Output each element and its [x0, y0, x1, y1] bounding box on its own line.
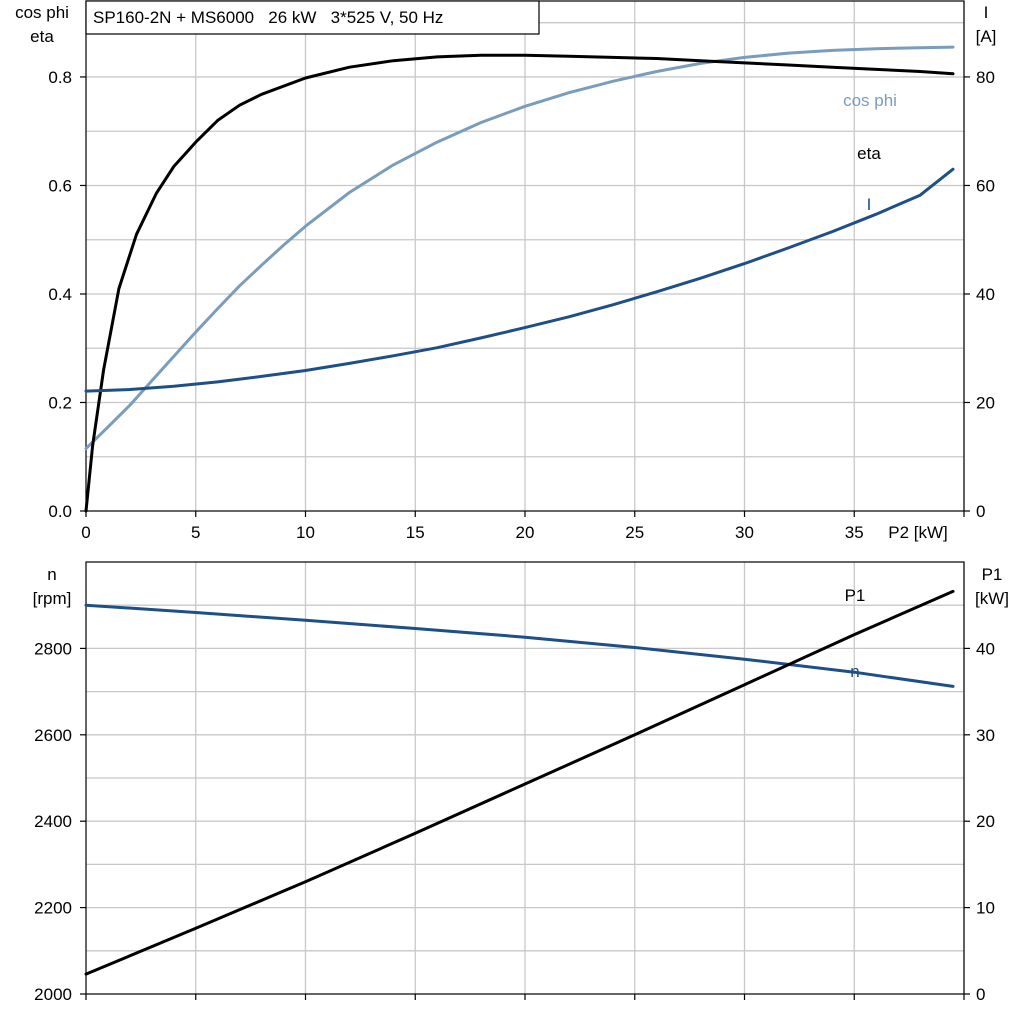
top-left-axis-title-line2: eta [30, 27, 54, 46]
bottom-curves [84, 589, 955, 976]
x-tick-label: 10 [296, 523, 315, 542]
top-left-tick-label: 0.4 [48, 285, 72, 304]
bottom-gridlines [86, 562, 965, 994]
bottom-left-axis-title-line1: n [47, 565, 56, 584]
bottom-right-tick-label: 40 [976, 639, 995, 658]
eta-curve [84, 53, 955, 513]
bottom-right-tick-label: 20 [976, 812, 995, 831]
x-tick-label: 35 [845, 523, 864, 542]
bottom-right-axis-title-line2: [kW] [975, 589, 1009, 608]
cosphi-curve [84, 45, 955, 451]
chart-title: SP160-2N + MS6000 26 kW 3*525 V, 50 Hz [93, 8, 443, 27]
series-label-cosphi: cos phi [843, 91, 897, 110]
top-gridlines [86, 1, 965, 511]
bottom-left-tick-label: 2200 [34, 899, 72, 918]
top-ticks: 0.0 0.2 0.4 0.6 0.8 0 20 40 60 80 0 5 10 15 20 25 30 35 [48, 68, 995, 542]
top-right-axis-title-line1: I [984, 3, 989, 22]
bottom-left-tick-label: 2600 [34, 726, 72, 745]
speed-curve [84, 603, 955, 688]
bottom-left-axis-title-line2: [rpm] [33, 589, 72, 608]
series-label-p1: P1 [845, 586, 866, 605]
x-tick-label: 25 [625, 523, 644, 542]
bottom-left-tick-label: 2000 [34, 985, 72, 1004]
title-box [85, 0, 540, 35]
series-label-eta: eta [857, 144, 881, 163]
top-left-tick-label: 0.0 [48, 502, 72, 521]
top-left-axis-title-line1: cos phi [15, 3, 69, 22]
bottom-right-tick-label: 10 [976, 899, 995, 918]
top-right-tick-label: 0 [976, 502, 985, 521]
bottom-left-tick-label: 2800 [34, 639, 72, 658]
bottom-right-axis-title-line1: P1 [982, 565, 1003, 584]
series-label-speed: n [850, 662, 859, 681]
top-right-axis-title-line2: [A] [976, 27, 997, 46]
top-right-tick-label: 20 [976, 393, 995, 412]
top-left-tick-label: 0.6 [48, 176, 72, 195]
x-tick-label: 15 [406, 523, 425, 542]
series-label-current: I [867, 195, 872, 214]
bottom-ticks: 2000 2200 2400 2600 2800 0 10 20 30 40 [34, 639, 995, 1004]
top-right-tick-label: 40 [976, 285, 995, 304]
p1-curve [84, 589, 955, 976]
top-left-tick-label: 0.2 [48, 393, 72, 412]
top-left-tick-label: 0.8 [48, 68, 72, 87]
bottom-right-tick-label: 30 [976, 726, 995, 745]
x-tick-label: 20 [516, 523, 535, 542]
top-right-tick-label: 60 [976, 176, 995, 195]
current-curve [84, 167, 955, 393]
bottom-left-tick-label: 2400 [34, 812, 72, 831]
x-axis-title: P2 [kW] [888, 523, 948, 542]
top-curves [84, 45, 955, 513]
top-right-tick-label: 80 [976, 68, 995, 87]
bottom-right-tick-label: 0 [976, 985, 985, 1004]
x-tick-label: 0 [81, 523, 90, 542]
x-tick-label: 5 [191, 523, 200, 542]
x-tick-label: 30 [735, 523, 754, 542]
